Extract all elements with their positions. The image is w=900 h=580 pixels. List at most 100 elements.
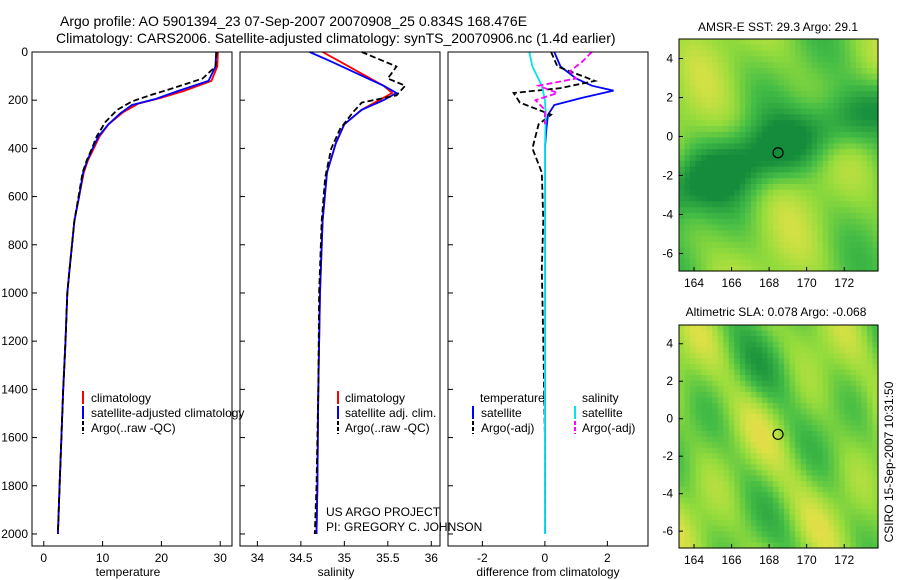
map-cell bbox=[789, 341, 796, 348]
map-cell bbox=[811, 341, 818, 348]
map-cell bbox=[739, 108, 746, 115]
map-cell bbox=[739, 91, 746, 98]
map-cell bbox=[750, 230, 757, 237]
map-cell bbox=[712, 155, 719, 162]
map-cell bbox=[839, 50, 846, 57]
map-cell bbox=[811, 213, 818, 220]
map-cell bbox=[778, 403, 785, 410]
map-cell bbox=[723, 347, 730, 354]
map-cell bbox=[756, 503, 763, 510]
map-cell bbox=[811, 189, 818, 197]
map-cell bbox=[684, 380, 691, 387]
map-cell bbox=[712, 85, 719, 92]
map-cell bbox=[728, 44, 735, 52]
map-cell bbox=[844, 213, 851, 220]
map-cell bbox=[811, 143, 818, 150]
map-cell bbox=[728, 442, 735, 449]
map-cell bbox=[706, 391, 713, 399]
map-cell bbox=[690, 325, 697, 332]
map-cell bbox=[789, 91, 796, 98]
map-cell bbox=[772, 91, 780, 98]
map-cell bbox=[734, 178, 741, 185]
map-cell bbox=[855, 143, 863, 150]
map-cell bbox=[756, 236, 763, 243]
map-cell bbox=[861, 336, 868, 343]
map-cell bbox=[690, 73, 697, 81]
map-cell bbox=[795, 73, 802, 81]
map-cell bbox=[861, 542, 868, 549]
map-cell bbox=[872, 352, 879, 360]
map-cell bbox=[800, 464, 807, 471]
map-cell bbox=[750, 265, 757, 272]
map-cell bbox=[734, 408, 741, 415]
map-cell bbox=[756, 330, 763, 337]
map-cell bbox=[833, 120, 840, 127]
map-cell bbox=[756, 352, 763, 360]
map-cell bbox=[806, 68, 813, 75]
map-cell bbox=[861, 44, 868, 52]
map-cell bbox=[745, 419, 752, 426]
map-cell bbox=[690, 447, 697, 454]
y-tick-label: -2 bbox=[662, 168, 673, 182]
map-cell bbox=[839, 352, 846, 360]
map-cell bbox=[817, 492, 824, 499]
map-cell bbox=[712, 79, 719, 86]
map-cell bbox=[778, 542, 785, 549]
map-cell bbox=[690, 453, 697, 460]
map-cell bbox=[690, 62, 697, 69]
map-cell bbox=[811, 425, 818, 432]
map-cell bbox=[734, 430, 741, 438]
map-cell bbox=[723, 536, 730, 544]
map-cell bbox=[872, 458, 879, 465]
map-cell bbox=[811, 44, 818, 52]
map-cell bbox=[712, 358, 719, 365]
map-cell bbox=[866, 56, 874, 63]
map-cell bbox=[800, 149, 807, 156]
map-cell bbox=[822, 184, 829, 191]
map-cell bbox=[756, 247, 763, 255]
map-cell bbox=[684, 430, 691, 438]
map-cell bbox=[690, 213, 697, 220]
map-cell bbox=[795, 253, 802, 260]
y-tick-label: 0 bbox=[666, 412, 673, 426]
map-cell bbox=[850, 403, 857, 410]
map-cell bbox=[767, 207, 774, 214]
map-cell bbox=[806, 160, 813, 168]
map-cell bbox=[866, 160, 874, 168]
map-cell bbox=[712, 242, 719, 249]
sla-map-panel: Altimetric SLA: 0.078 Argo: -0.068 164 16… bbox=[662, 305, 879, 567]
map-cell bbox=[772, 195, 780, 202]
map-cell bbox=[866, 364, 874, 371]
map-cell bbox=[756, 481, 763, 488]
map-cell bbox=[739, 469, 746, 477]
map-cell bbox=[728, 481, 735, 488]
map-cell bbox=[690, 364, 697, 371]
map-cell bbox=[784, 91, 791, 98]
map-cell bbox=[817, 514, 824, 521]
map-cell bbox=[706, 102, 713, 110]
map-cell bbox=[844, 62, 851, 69]
map-cell bbox=[811, 397, 818, 404]
map-cell bbox=[806, 341, 813, 348]
map-cell bbox=[861, 230, 868, 237]
map-cell bbox=[767, 531, 774, 538]
map-cell bbox=[756, 497, 763, 504]
map-cell bbox=[695, 475, 702, 482]
map-cell bbox=[701, 178, 708, 185]
map-cell bbox=[861, 184, 868, 191]
map-cell bbox=[789, 397, 796, 404]
map-cell bbox=[811, 126, 818, 133]
map-cell bbox=[855, 419, 863, 426]
map-cell bbox=[817, 184, 824, 191]
map-cell bbox=[695, 325, 702, 332]
series-line-salinity-2 bbox=[313, 51, 407, 535]
map-cell bbox=[717, 68, 724, 75]
y-tick-label: 4 bbox=[666, 51, 673, 65]
map-cell bbox=[761, 120, 769, 127]
map-cell bbox=[795, 189, 802, 197]
map-cell bbox=[855, 425, 863, 432]
map-cell bbox=[745, 391, 752, 399]
map-cell bbox=[756, 39, 763, 46]
map-cell bbox=[750, 408, 757, 415]
map-cell bbox=[701, 475, 708, 482]
